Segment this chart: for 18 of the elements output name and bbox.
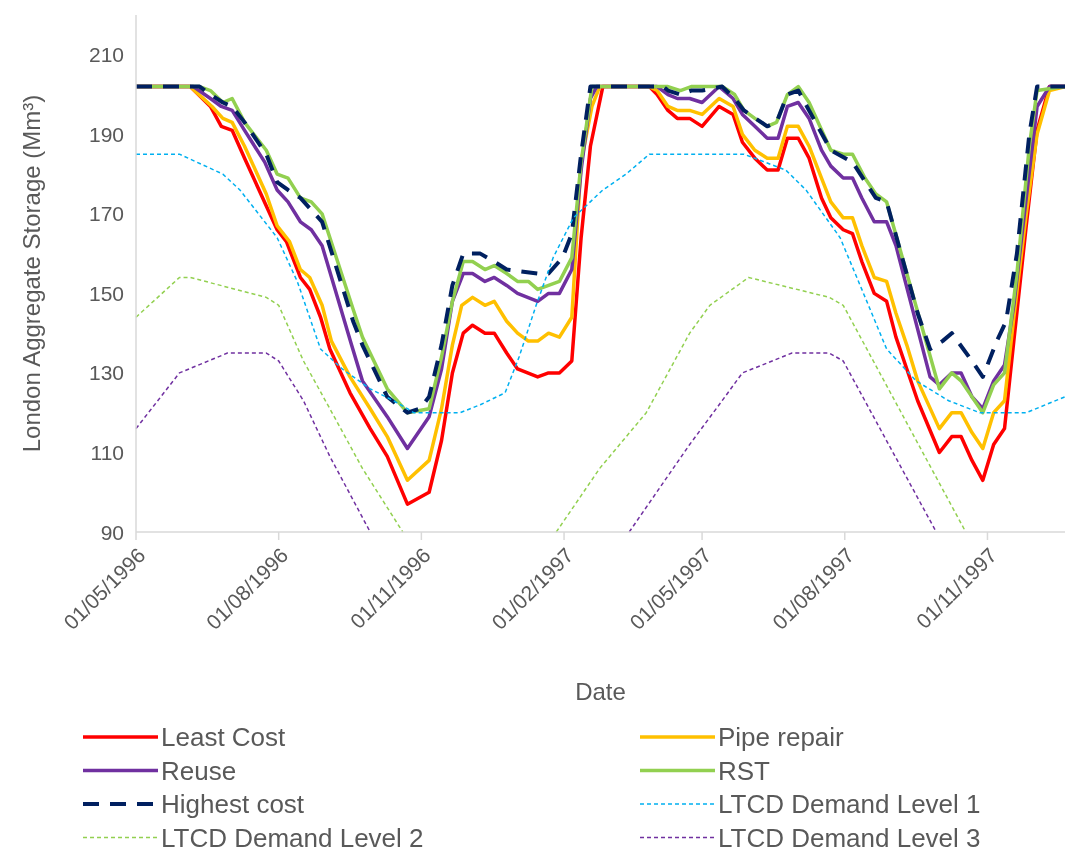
legend-label: RST xyxy=(718,755,771,786)
y-axis-title: London Aggregate Storage (Mm³) xyxy=(18,94,45,453)
y-tick-label: 190 xyxy=(88,122,124,146)
y-tick-label: 130 xyxy=(88,361,124,385)
legend-label: Pipe repair xyxy=(718,722,845,752)
legend-label: LTCD Demand Level 3 xyxy=(718,822,981,852)
line-series xyxy=(135,153,1065,414)
y-tick-label: 90 xyxy=(100,520,124,544)
legend-label: Least Cost xyxy=(161,722,287,752)
legend-label: Highest cost xyxy=(161,789,305,819)
legend-label: LTCD Demand Level 1 xyxy=(718,789,981,819)
legend-label: Reuse xyxy=(161,755,237,786)
y-tick-label: 210 xyxy=(88,43,124,67)
y-tick-label: 110 xyxy=(90,440,124,464)
y-tick-label: 170 xyxy=(88,202,124,226)
legend-label: LTCD Demand Level 2 xyxy=(161,822,424,852)
x-axis-title: Date xyxy=(575,678,626,705)
y-tick-label: 150 xyxy=(88,281,124,305)
